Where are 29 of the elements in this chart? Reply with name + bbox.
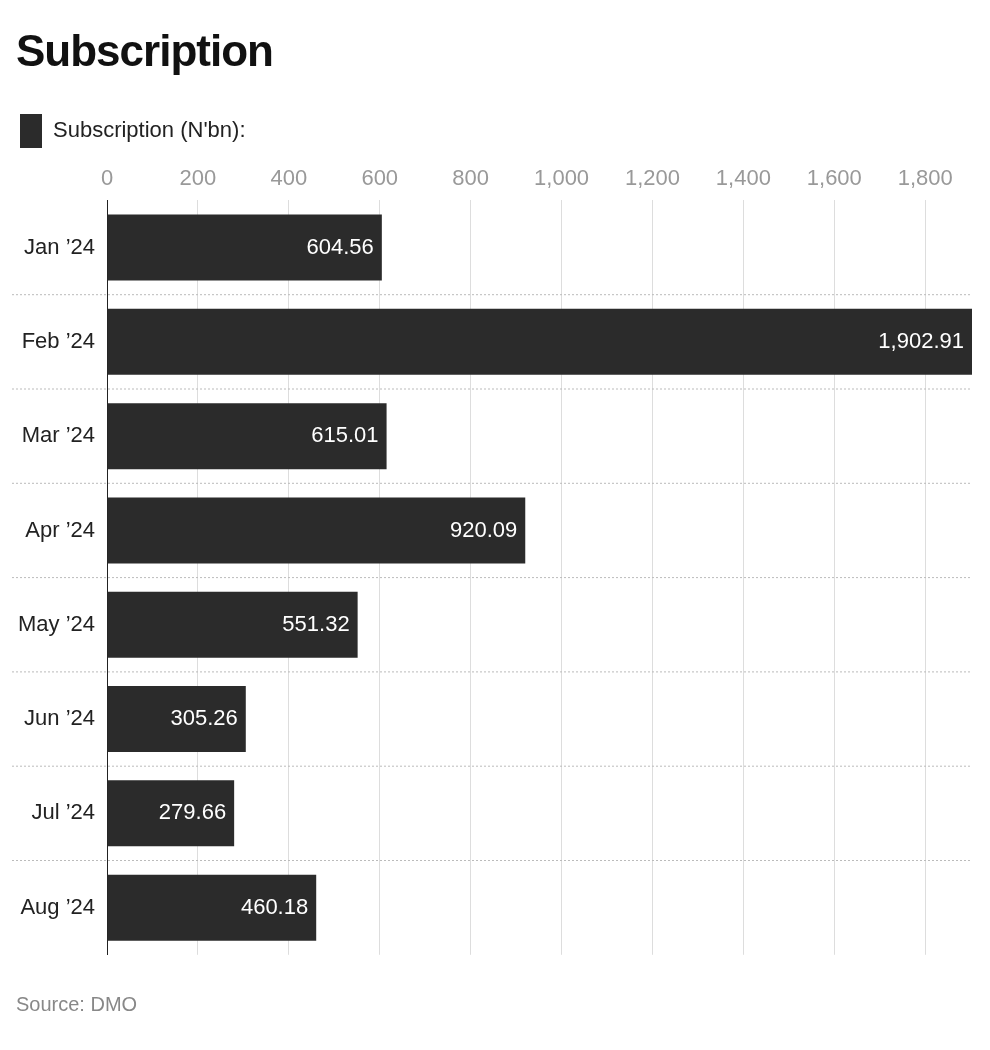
- y-tick-label: Apr ’24: [25, 516, 96, 542]
- x-tick-label: 1,400: [715, 165, 771, 191]
- data-label: 551.32: [282, 610, 350, 636]
- x-tick-label: 1,600: [806, 165, 862, 191]
- y-tick-label: Jun ’24: [24, 705, 96, 731]
- chart-title: Subscription: [16, 26, 273, 76]
- x-tick-label: 1,200: [624, 165, 681, 191]
- data-label: 279.66: [158, 799, 227, 825]
- y-tick-label: Aug ’24: [20, 893, 96, 919]
- x-tick-label: 600: [361, 165, 399, 191]
- data-label: 1,902.91: [878, 327, 964, 353]
- x-tick-label: 400: [270, 165, 308, 191]
- y-tick-label: Jul ’24: [31, 799, 96, 825]
- data-label: 920.09: [449, 516, 518, 542]
- x-tick-label: 200: [179, 165, 217, 191]
- data-label: 305.26: [170, 705, 238, 731]
- y-tick-label: May ’24: [17, 610, 96, 636]
- x-tick-label: 800: [452, 165, 490, 191]
- y-tick-label: Mar ’24: [21, 422, 96, 448]
- x-tick-label: 1,800: [897, 165, 953, 191]
- y-tick-label: Feb ’24: [21, 327, 96, 353]
- x-tick-label: 0: [100, 165, 114, 191]
- source-note: Source: DMO: [16, 993, 138, 1016]
- data-label: 460.18: [240, 893, 309, 919]
- data-label: 604.56: [306, 233, 374, 259]
- legend-label: Subscription (N'bn):: [53, 117, 246, 143]
- data-label: 615.01: [311, 422, 379, 448]
- x-tick-label: 1,000: [534, 165, 590, 191]
- y-tick-label: Jan ’24: [24, 233, 96, 259]
